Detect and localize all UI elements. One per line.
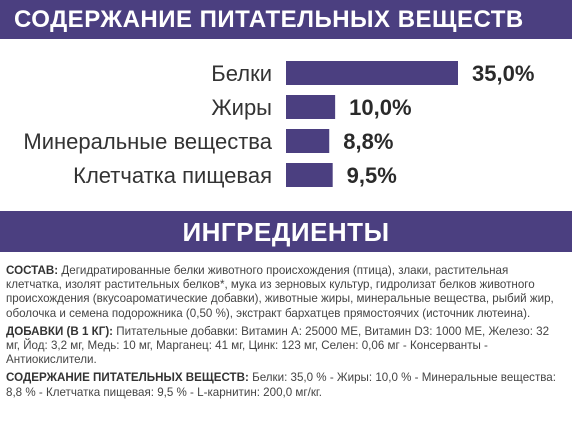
category-label: Минеральные вещества: [23, 129, 272, 154]
category-label: Белки: [211, 61, 272, 86]
value-label: 10,0%: [349, 95, 411, 120]
additives-label: ДОБАВКИ (В 1 КГ):: [6, 324, 114, 338]
value-label: 9,5%: [347, 163, 397, 188]
nutrient-content-label: СОДЕРЖАНИЕ ПИТАТЕЛЬНЫХ ВЕЩЕСТВ:: [6, 371, 249, 385]
nutrients-header-band: СОДЕРЖАНИЕ ПИТАТЕЛЬНЫХ ВЕЩЕСТВ: [0, 0, 572, 39]
additives-paragraph: ДОБАВКИ (В 1 КГ): Питательные добавки: В…: [6, 325, 566, 368]
ingredients-text: СОСТАВ: Дегидратированные белки животног…: [6, 264, 566, 404]
category-label: Жиры: [211, 95, 272, 120]
additives-text: Питательные добавки: Витамин A: 25000 МЕ…: [6, 324, 550, 367]
ingredients-header-band: ИНГРЕДИЕНТЫ: [0, 211, 572, 252]
bar: [286, 61, 458, 85]
composition-label: СОСТАВ:: [6, 264, 59, 277]
bar: [286, 95, 336, 119]
nutrient-content-text: Белки: 35,0 % - Жиры: 10,0 % - Минеральн…: [6, 371, 556, 399]
nutrients-title: СОДЕРЖАНИЕ ПИТАТЕЛЬНЫХ ВЕЩЕСТВ: [14, 6, 524, 33]
bar: [286, 129, 330, 153]
category-label: Клетчатка пищевая: [73, 163, 272, 188]
composition-paragraph: СОСТАВ: Дегидратированные белки животног…: [6, 264, 566, 321]
value-label: 35,0%: [472, 61, 534, 86]
value-label: 8,8%: [343, 129, 393, 154]
nutrient-content-paragraph: СОДЕРЖАНИЕ ПИТАТЕЛЬНЫХ ВЕЩЕСТВ: Белки: 3…: [6, 371, 566, 399]
bar: [286, 163, 333, 187]
ingredients-title: ИНГРЕДИЕНТЫ: [182, 217, 390, 247]
composition-text: Дегидратированные белки животного происх…: [6, 264, 554, 320]
nutrient-bar-chart: Белки 35,0% Жиры 10,0% Минеральные вещества 8…: [23, 61, 534, 188]
